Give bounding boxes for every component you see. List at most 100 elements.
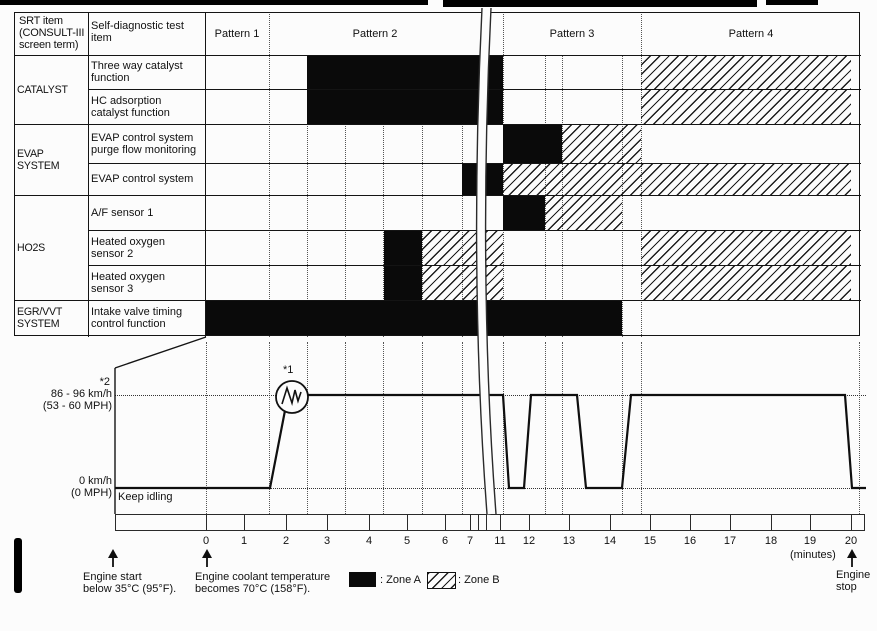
- minute-tick: [369, 515, 370, 531]
- minute-tick-label: 17: [723, 535, 737, 547]
- test-item-cell: Heated oxygen sensor 3: [91, 270, 165, 295]
- dotted-guide: [269, 12, 270, 337]
- keep-idling-label: Keep idling: [118, 491, 173, 503]
- test-item-cell: Intake valve timing control function: [91, 305, 183, 330]
- header-self-diagnostic: Self-diagnostic test item: [91, 20, 184, 44]
- minute-tick-label: 0: [202, 535, 210, 547]
- zone-b-bar: [641, 230, 851, 265]
- minute-tick-label: 15: [643, 535, 657, 547]
- dotted-guide: [307, 55, 308, 337]
- speed-high-dotted-line: [115, 395, 866, 396]
- speed-low-dotted-line: [115, 488, 866, 489]
- minute-tick: [690, 515, 691, 531]
- minute-tick: [529, 515, 530, 531]
- minute-tick-label: 2: [282, 535, 290, 547]
- table-row-line: [14, 300, 861, 301]
- minute-tick: [569, 515, 570, 531]
- minute-tick: [650, 515, 651, 531]
- minute-tick-label: 6: [441, 535, 449, 547]
- up-arrow-icon: [847, 549, 857, 558]
- zone-b-bar: [641, 55, 851, 89]
- minute-tick-label: 16: [683, 535, 697, 547]
- zone-a-bar: [384, 230, 422, 265]
- minute-tick-label: 13: [562, 535, 576, 547]
- minute-tick: [771, 515, 772, 531]
- pattern-header-1: Pattern 1: [214, 27, 260, 40]
- dotted-guide: [422, 55, 423, 337]
- scan-artifact: [0, 0, 428, 5]
- zone-b-bar: [641, 265, 851, 300]
- header-srt-item: SRT item (CONSULT-III screen term): [19, 15, 85, 51]
- zigzag-glyph: [281, 385, 302, 406]
- minute-tick: [610, 515, 611, 531]
- minute-tick-label: 14: [603, 535, 617, 547]
- zone-b-bar: [545, 195, 622, 230]
- speed-fluctuation-symbol: [275, 380, 309, 414]
- table-column-line: [88, 12, 89, 337]
- test-item-cell: EVAP control system purge flow monitorin…: [91, 131, 197, 156]
- scan-artifact: [766, 0, 818, 5]
- test-item-cell: A/F sensor 1: [91, 206, 154, 219]
- srt-group-cell: HO2S: [17, 241, 46, 254]
- minute-tick-label: 3: [323, 535, 331, 547]
- test-item-cell: HC adsorption catalyst function: [91, 94, 170, 119]
- minute-tick-label: 4: [365, 535, 373, 547]
- table-graph-connector-line: [114, 336, 207, 369]
- minute-tick: [445, 515, 446, 531]
- test-item-cell: EVAP control system: [91, 173, 194, 185]
- table-row-line: [14, 55, 861, 56]
- minute-tick: [500, 515, 501, 531]
- minute-tick-label: 1: [240, 535, 248, 547]
- minute-tick-label: 12: [522, 535, 536, 547]
- pattern-header-2: Pattern 2: [352, 27, 398, 40]
- minute-tick: [486, 515, 487, 531]
- srt-group-cell: EVAP SYSTEM: [17, 147, 60, 172]
- dotted-guide: [462, 55, 463, 337]
- zone-b-label: : Zone B: [458, 574, 500, 586]
- minute-tick-label: 20: [844, 535, 858, 547]
- table-row-line: [88, 89, 861, 90]
- dotted-guide: [345, 55, 346, 337]
- dotted-guide: [383, 55, 384, 337]
- speed-low-label: 0 km/h (0 MPH): [71, 475, 112, 499]
- minute-tick-label: 11: [494, 535, 506, 547]
- minute-tick: [244, 515, 245, 531]
- pattern-header-3: Pattern 3: [549, 27, 595, 40]
- test-item-cell: Three way catalyst function: [91, 60, 183, 84]
- table-outer-border: [14, 12, 860, 336]
- minute-tick: [470, 515, 471, 531]
- minute-tick-label: 19: [803, 535, 817, 547]
- scan-artifact: [14, 538, 22, 593]
- minute-tick: [478, 515, 479, 531]
- table-row-line: [88, 230, 861, 231]
- zone-a-bar: [384, 265, 422, 300]
- table-row-line: [88, 265, 861, 266]
- table-row-line: [88, 163, 861, 164]
- zone-b-bar: [641, 89, 851, 124]
- minute-tick: [730, 515, 731, 531]
- footnote-star1: *1: [283, 364, 294, 376]
- speed-trace: [115, 393, 866, 490]
- up-arrow-icon: [202, 549, 212, 558]
- minute-tick: [206, 515, 207, 531]
- zone-a-swatch: [349, 572, 376, 587]
- minutes-unit-label: (minutes): [790, 549, 836, 561]
- footnote-star2: *2: [99, 376, 110, 388]
- minute-strip: [115, 514, 865, 531]
- minute-tick-label: 18: [764, 535, 778, 547]
- up-arrow-icon: [108, 549, 118, 558]
- minute-tick: [407, 515, 408, 531]
- zone-b-swatch: [427, 572, 456, 589]
- dotted-guide: [622, 55, 623, 337]
- speed-high-label: 86 - 96 km/h (53 - 60 MPH): [42, 388, 112, 412]
- minute-tick: [851, 515, 852, 531]
- srt-group-cell: CATALYST: [17, 83, 68, 96]
- zone-a-bar: [206, 300, 622, 335]
- table-row-line: [14, 195, 861, 196]
- minute-tick-label: 5: [403, 535, 411, 547]
- minute-tick-label: 7: [466, 535, 474, 547]
- coolant-temp-annotation: Engine coolant temperature becomes 70°C …: [195, 571, 331, 595]
- zone-b-bar: [503, 163, 851, 195]
- minute-tick: [810, 515, 811, 531]
